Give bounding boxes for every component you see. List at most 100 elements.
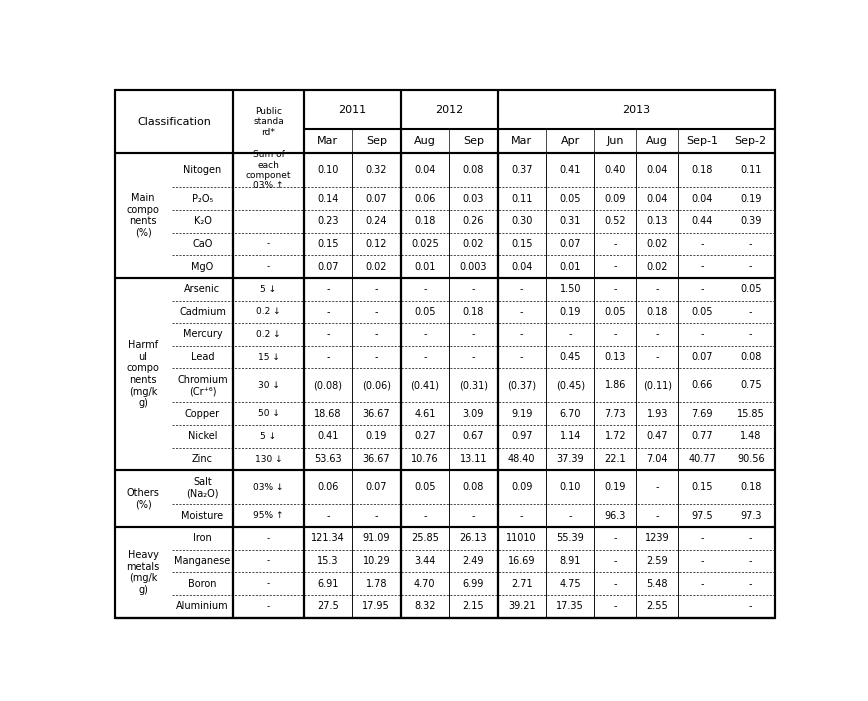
Text: 25.85: 25.85 bbox=[411, 533, 438, 543]
Text: -: - bbox=[655, 352, 659, 362]
Text: 5 ↓: 5 ↓ bbox=[260, 285, 277, 294]
Text: -: - bbox=[266, 262, 270, 271]
Text: 97.3: 97.3 bbox=[740, 511, 761, 521]
Text: 6.70: 6.70 bbox=[560, 409, 581, 418]
Text: 2.71: 2.71 bbox=[511, 579, 533, 589]
Text: -: - bbox=[375, 329, 378, 339]
Text: -: - bbox=[749, 533, 753, 543]
Text: 97.5: 97.5 bbox=[692, 511, 713, 521]
Text: 121.34: 121.34 bbox=[311, 533, 345, 543]
Text: 0.18: 0.18 bbox=[740, 482, 761, 492]
Text: 0.08: 0.08 bbox=[740, 352, 761, 362]
Text: Salt
(Na₂O): Salt (Na₂O) bbox=[187, 477, 219, 498]
Text: 18.68: 18.68 bbox=[314, 409, 342, 418]
Text: -: - bbox=[326, 352, 330, 362]
Text: 0.40: 0.40 bbox=[605, 165, 626, 175]
Text: 0.02: 0.02 bbox=[365, 261, 387, 271]
Text: Iron: Iron bbox=[193, 533, 212, 543]
Text: 39.21: 39.21 bbox=[508, 601, 536, 611]
Text: Sum of
each
componet
03% ↑: Sum of each componet 03% ↑ bbox=[246, 150, 292, 190]
Text: 0.01: 0.01 bbox=[560, 261, 581, 271]
Text: -: - bbox=[423, 352, 426, 362]
Text: -: - bbox=[700, 239, 704, 249]
Text: -: - bbox=[266, 239, 270, 248]
Text: 0.75: 0.75 bbox=[740, 381, 761, 390]
Text: 0.05: 0.05 bbox=[560, 193, 581, 203]
Text: 40.77: 40.77 bbox=[688, 454, 716, 464]
Text: 0.04: 0.04 bbox=[647, 165, 667, 175]
Text: 0.67: 0.67 bbox=[463, 431, 484, 442]
Text: CaO: CaO bbox=[193, 239, 213, 249]
Text: 0.04: 0.04 bbox=[414, 165, 436, 175]
Text: MgO: MgO bbox=[191, 261, 214, 271]
Text: 0.26: 0.26 bbox=[463, 216, 484, 226]
Text: 2013: 2013 bbox=[622, 104, 650, 115]
Text: -: - bbox=[749, 261, 753, 271]
Text: 0.19: 0.19 bbox=[740, 193, 761, 203]
Text: Public
standa
rd*: Public standa rd* bbox=[253, 107, 284, 137]
Text: Arsenic: Arsenic bbox=[184, 284, 220, 294]
Text: 0.10: 0.10 bbox=[560, 482, 581, 492]
Text: -: - bbox=[700, 261, 704, 271]
Text: 0.18: 0.18 bbox=[414, 216, 436, 226]
Text: (0.37): (0.37) bbox=[507, 381, 536, 390]
Text: 0.025: 0.025 bbox=[411, 239, 438, 249]
Text: 2011: 2011 bbox=[338, 104, 366, 115]
Text: -: - bbox=[471, 352, 475, 362]
Text: 1.72: 1.72 bbox=[604, 431, 626, 442]
Text: 15.85: 15.85 bbox=[737, 409, 765, 418]
Text: 0.08: 0.08 bbox=[463, 165, 484, 175]
Text: Aug: Aug bbox=[646, 136, 668, 147]
Text: 17.95: 17.95 bbox=[363, 601, 391, 611]
Text: -: - bbox=[614, 579, 617, 589]
Text: -: - bbox=[423, 329, 426, 339]
Text: Sep: Sep bbox=[365, 136, 387, 147]
Text: 0.04: 0.04 bbox=[692, 193, 713, 203]
Text: -: - bbox=[614, 533, 617, 543]
Text: 0.37: 0.37 bbox=[511, 165, 532, 175]
Text: 0.41: 0.41 bbox=[317, 431, 339, 442]
Text: 0.66: 0.66 bbox=[692, 381, 713, 390]
Text: Sep: Sep bbox=[463, 136, 483, 147]
Text: Boron: Boron bbox=[188, 579, 217, 589]
Text: 1.86: 1.86 bbox=[605, 381, 626, 390]
Text: -: - bbox=[614, 329, 617, 339]
Text: P₂O₅: P₂O₅ bbox=[192, 193, 213, 203]
Text: Mar: Mar bbox=[511, 136, 532, 147]
Text: 1.48: 1.48 bbox=[740, 431, 761, 442]
Text: 0.07: 0.07 bbox=[317, 261, 339, 271]
Text: 0.19: 0.19 bbox=[365, 431, 387, 442]
Text: -: - bbox=[326, 307, 330, 317]
Text: -: - bbox=[471, 284, 475, 294]
Text: Apr: Apr bbox=[561, 136, 580, 147]
Text: 0.12: 0.12 bbox=[365, 239, 387, 249]
Text: 0.18: 0.18 bbox=[463, 307, 484, 317]
Text: -: - bbox=[655, 284, 659, 294]
Text: -: - bbox=[700, 329, 704, 339]
Text: 3.44: 3.44 bbox=[414, 556, 436, 566]
Text: -: - bbox=[375, 511, 378, 521]
Text: 4.61: 4.61 bbox=[414, 409, 436, 418]
Text: 50 ↓: 50 ↓ bbox=[258, 409, 279, 418]
Text: -: - bbox=[700, 284, 704, 294]
Text: 0.02: 0.02 bbox=[463, 239, 484, 249]
Text: -: - bbox=[423, 511, 426, 521]
Text: Cadmium: Cadmium bbox=[179, 307, 226, 317]
Text: -: - bbox=[326, 511, 330, 521]
Text: -: - bbox=[700, 579, 704, 589]
Text: 0.18: 0.18 bbox=[692, 165, 713, 175]
Text: (0.11): (0.11) bbox=[642, 381, 672, 390]
Text: Moisture: Moisture bbox=[181, 511, 224, 521]
Text: 1.93: 1.93 bbox=[647, 409, 667, 418]
Text: -: - bbox=[520, 329, 523, 339]
Text: 0.27: 0.27 bbox=[414, 431, 436, 442]
Text: 0.11: 0.11 bbox=[740, 165, 761, 175]
Text: 130 ↓: 130 ↓ bbox=[254, 455, 282, 463]
Text: 4.70: 4.70 bbox=[414, 579, 436, 589]
Text: Copper: Copper bbox=[185, 409, 220, 418]
Text: 0.05: 0.05 bbox=[692, 307, 713, 317]
Text: -: - bbox=[375, 352, 378, 362]
Text: 0.05: 0.05 bbox=[605, 307, 626, 317]
Text: 0.15: 0.15 bbox=[511, 239, 532, 249]
Text: 0.45: 0.45 bbox=[560, 352, 581, 362]
